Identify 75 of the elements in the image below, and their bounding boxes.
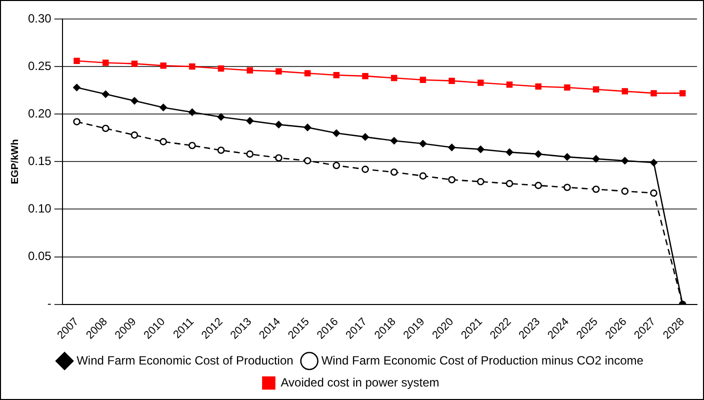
point	[592, 155, 600, 162]
point	[362, 72, 368, 80]
point	[478, 80, 484, 86]
point	[130, 97, 138, 104]
point	[275, 120, 282, 128]
point	[564, 184, 571, 192]
point	[160, 138, 167, 146]
point	[332, 129, 340, 137]
point	[419, 140, 427, 148]
point	[304, 70, 311, 76]
y-tick-label: 0.10	[28, 202, 52, 216]
point	[679, 90, 686, 96]
point	[246, 117, 254, 124]
point	[188, 108, 196, 116]
y-axis-title: EGP/kWh	[10, 139, 21, 184]
point	[534, 182, 542, 190]
point	[189, 63, 196, 70]
point	[476, 146, 484, 153]
point	[362, 133, 369, 141]
point	[102, 90, 110, 98]
point	[534, 150, 542, 158]
point	[476, 178, 484, 186]
point	[160, 104, 167, 112]
y-tick-label: 0.20	[28, 106, 52, 120]
point	[420, 76, 426, 84]
point	[304, 124, 312, 132]
point	[622, 88, 628, 94]
point	[188, 142, 196, 150]
y-tick-label: 0.05	[28, 249, 52, 264]
point	[506, 82, 513, 88]
y-tick-label: -	[47, 296, 52, 311]
legend-label: Avoided cost in power system	[280, 375, 440, 390]
point	[333, 72, 340, 78]
point	[102, 60, 109, 66]
legend-label: Wind Farm Economic Cost of Production minus CO2 income	[321, 353, 644, 368]
point	[564, 84, 570, 91]
point	[390, 168, 398, 176]
point	[73, 118, 80, 126]
point	[131, 60, 138, 67]
point	[650, 158, 658, 166]
point	[390, 137, 398, 144]
point	[276, 68, 282, 74]
point	[102, 124, 110, 132]
point	[390, 74, 398, 82]
legend-label: Wind Farm Economic Cost of Production	[76, 353, 294, 368]
point	[160, 62, 166, 69]
y-tick-label: 0.30	[28, 11, 52, 26]
point	[506, 148, 514, 156]
point	[362, 166, 369, 173]
point	[621, 188, 629, 195]
point	[564, 153, 571, 161]
point	[74, 58, 80, 64]
point	[592, 186, 600, 193]
point	[332, 162, 340, 170]
point	[217, 113, 225, 121]
point	[304, 157, 312, 164]
point	[73, 84, 80, 92]
point	[650, 90, 657, 96]
point	[218, 65, 224, 72]
point	[621, 157, 629, 164]
point	[506, 180, 514, 188]
point	[592, 86, 600, 93]
point	[448, 144, 456, 152]
point	[246, 67, 253, 74]
point	[650, 189, 658, 197]
point	[130, 131, 138, 139]
y-tick-label: 0.25	[28, 58, 52, 73]
point	[275, 154, 282, 162]
point	[419, 172, 427, 180]
point	[448, 78, 455, 84]
point	[246, 150, 254, 158]
point	[448, 176, 456, 184]
point	[217, 146, 225, 154]
point	[535, 83, 542, 90]
y-tick-label: 0.15	[28, 154, 52, 168]
